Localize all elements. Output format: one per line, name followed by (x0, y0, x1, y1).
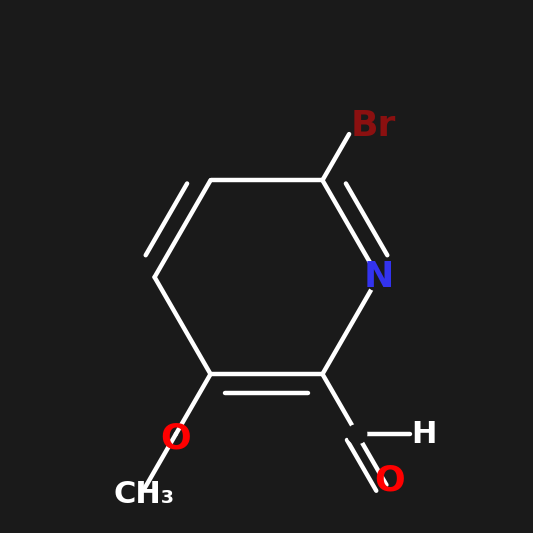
Text: O: O (160, 422, 191, 455)
Circle shape (365, 263, 392, 291)
Circle shape (348, 424, 367, 443)
Text: O: O (374, 463, 405, 497)
Text: H: H (411, 419, 437, 449)
Text: Br: Br (350, 109, 396, 143)
Text: CH₃: CH₃ (114, 480, 174, 510)
Text: N: N (364, 260, 393, 294)
